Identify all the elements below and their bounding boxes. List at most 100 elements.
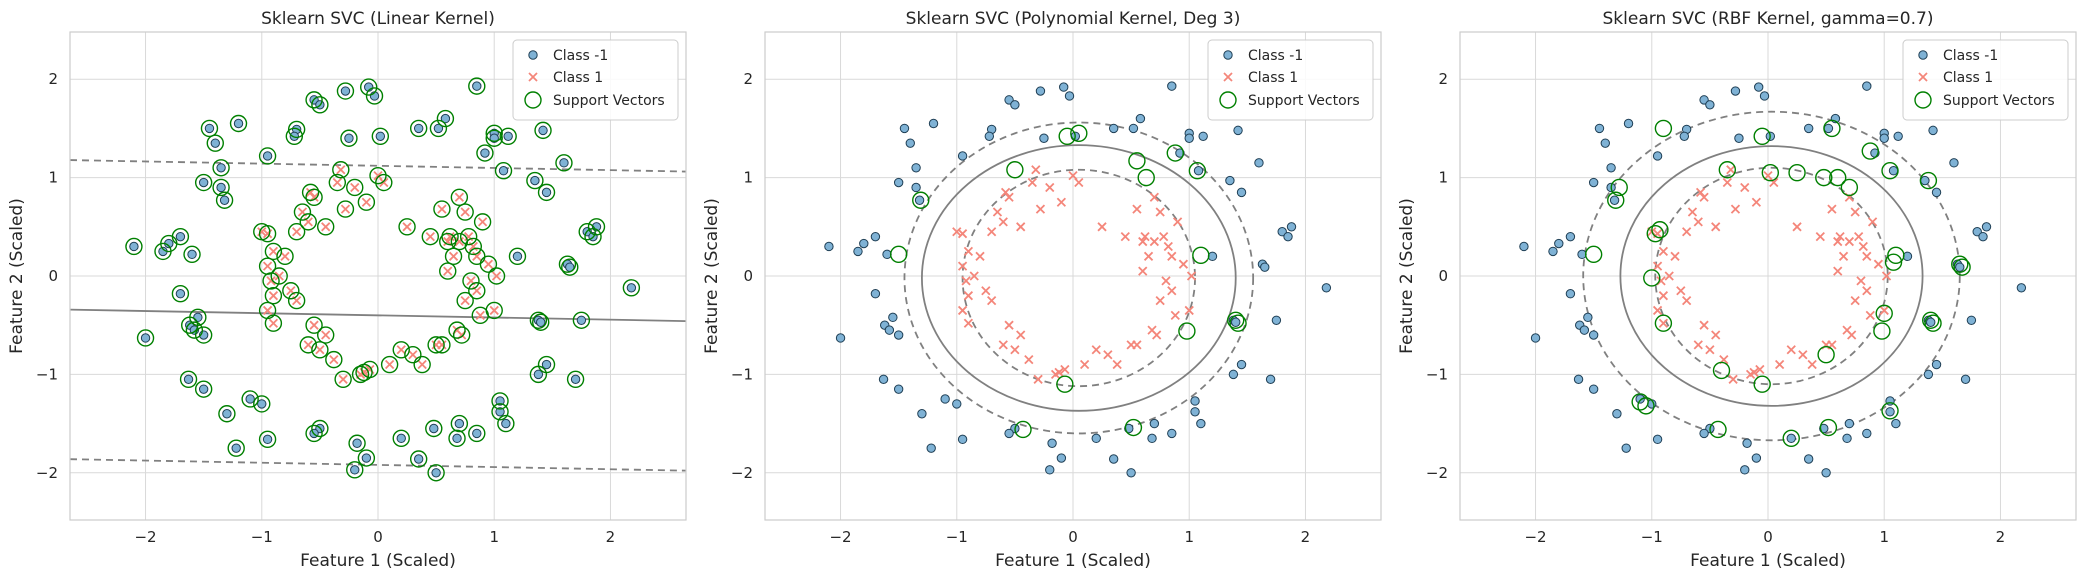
margin-line — [70, 159, 686, 173]
point-class-neg — [1612, 409, 1622, 419]
x-marker-stroke — [1056, 197, 1067, 207]
legend-marker-class-pos — [528, 72, 538, 82]
point-class-pos — [1865, 310, 1875, 320]
x-marker-stroke — [373, 171, 383, 181]
point-class-pos — [268, 291, 279, 301]
x-marker-stroke — [443, 236, 453, 247]
point-class-neg — [503, 131, 513, 141]
legend-marker-class-neg — [1223, 50, 1233, 60]
x-marker-stroke — [1004, 192, 1014, 202]
x-marker-stroke — [477, 217, 488, 227]
legend-label: Class -1 — [1248, 48, 1303, 64]
point-class-neg — [1931, 359, 1942, 370]
x-tick-label: 2 — [606, 528, 616, 546]
support-vector-ring — [413, 355, 431, 374]
support-vector-ring — [392, 341, 410, 359]
chart-title: Sklearn SVC (Polynomial Kernel, Deg 3) — [906, 9, 1241, 29]
x-marker-stroke — [969, 271, 979, 281]
point-class-neg — [472, 81, 482, 91]
support-vector-ring — [316, 326, 335, 344]
x-marker-stroke — [1705, 345, 1715, 355]
support-vector-ring — [1823, 119, 1841, 138]
support-vector-ring — [360, 78, 378, 96]
point-class-neg — [1254, 158, 1264, 168]
support-vector-ring — [561, 258, 579, 276]
support-vector-ring — [425, 419, 443, 438]
point-class-neg — [1931, 187, 1942, 198]
point-class-pos — [489, 305, 499, 316]
point-class-pos — [957, 261, 968, 271]
x-marker-stroke — [1827, 204, 1837, 214]
support-vector-ring — [404, 346, 422, 364]
point-class-pos — [1695, 187, 1706, 198]
support-vector-ring — [241, 390, 259, 408]
x-marker-stroke — [315, 345, 325, 355]
y-axis-label: Feature 2 (Scaled) — [7, 198, 27, 354]
legend-label: Class 1 — [1248, 70, 1298, 86]
support-vector-ring — [1643, 269, 1661, 287]
x-marker-stroke — [1060, 364, 1070, 375]
point-class-neg — [1588, 384, 1599, 394]
support-vector-ring — [1873, 322, 1891, 340]
point-class-pos — [1140, 232, 1150, 242]
support-vector-ring — [299, 213, 317, 231]
x-marker-stroke — [437, 340, 447, 350]
point-class-neg — [1652, 151, 1663, 161]
point-class-neg — [1891, 418, 1901, 429]
point-class-pos — [402, 222, 412, 232]
point-class-pos — [1711, 330, 1721, 340]
point-class-pos — [1027, 177, 1037, 188]
support-vector-ring — [227, 439, 245, 457]
x-marker-stroke — [1016, 222, 1026, 232]
support-vector-ring — [136, 329, 155, 347]
support-vector-ring — [200, 119, 219, 138]
point-class-neg — [1594, 123, 1605, 134]
point-class-neg — [204, 123, 215, 134]
legend-label: Support Vectors — [1248, 93, 1360, 109]
support-vector-ring — [1840, 178, 1859, 197]
legend-box — [1207, 39, 1374, 121]
x-marker-stroke — [963, 291, 974, 301]
x-marker-stroke — [1167, 286, 1177, 296]
support-vector-ring — [194, 380, 213, 398]
point-class-pos — [338, 374, 348, 384]
x-marker-stroke — [489, 305, 499, 316]
x-marker-stroke — [1027, 177, 1037, 188]
support-vector-ring — [332, 161, 350, 179]
point-class-neg — [187, 249, 197, 260]
x-marker-stroke — [1699, 192, 1709, 202]
point-class-pos — [1858, 241, 1868, 252]
support-vector-ring — [1646, 224, 1664, 243]
x-marker-stroke — [1045, 182, 1055, 193]
support-vector-ring — [1782, 429, 1800, 448]
support-vector-ring — [258, 430, 277, 449]
point-class-neg — [1600, 138, 1610, 148]
support-vector-ring — [529, 311, 548, 329]
support-vector-ring — [1817, 346, 1835, 364]
point-class-neg — [1135, 113, 1146, 124]
point-class-pos — [1699, 192, 1709, 202]
point-class-pos — [350, 182, 360, 193]
x-marker-stroke — [987, 227, 997, 237]
support-vector-ring — [1712, 361, 1731, 380]
x-marker-stroke — [445, 232, 455, 242]
point-class-neg — [1699, 428, 1709, 439]
x-marker-stroke — [1035, 204, 1046, 214]
x-marker-stroke — [1004, 320, 1014, 330]
point-class-pos — [1722, 177, 1732, 188]
point-class-neg — [495, 407, 505, 417]
point-class-neg — [893, 330, 904, 340]
x-marker-stroke — [460, 295, 470, 306]
support-vector-ring — [1753, 375, 1771, 393]
point-class-pos — [1862, 251, 1872, 261]
point-class-neg — [835, 333, 846, 343]
y-tick-label: −2 — [36, 464, 58, 482]
support-vector-ring — [1753, 127, 1771, 145]
point-class-neg — [917, 409, 927, 419]
point-class-pos — [1138, 236, 1148, 247]
point-class-neg — [183, 374, 194, 385]
point-class-pos — [1755, 364, 1765, 375]
point-class-neg — [1821, 468, 1831, 478]
point-class-pos — [1699, 320, 1709, 330]
y-tick-label: −1 — [731, 365, 753, 383]
